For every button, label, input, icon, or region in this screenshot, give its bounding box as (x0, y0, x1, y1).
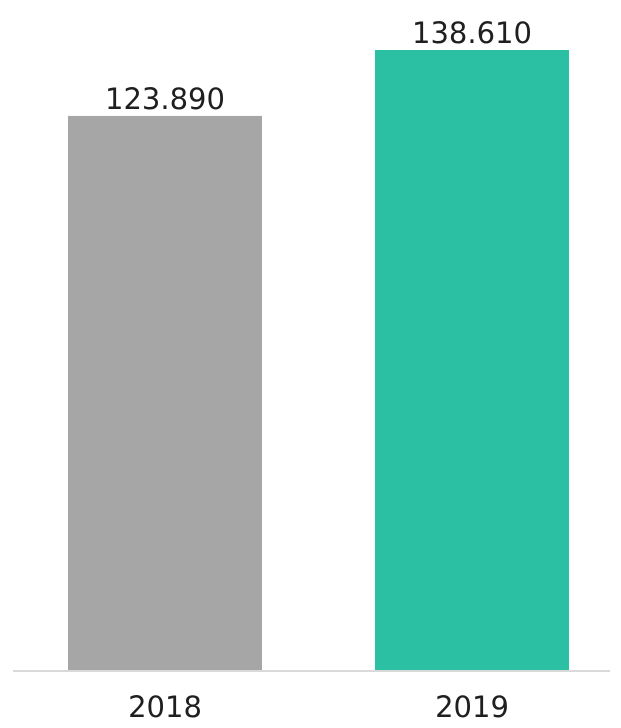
x-tick-label-2018: 2018 (128, 690, 202, 724)
x-tick-label-2019: 2019 (435, 690, 509, 724)
bar-2018 (68, 115, 262, 671)
value-labels-group: 123.890 138.610 (105, 16, 532, 116)
value-label-2019: 138.610 (412, 16, 532, 50)
value-label-2018: 123.890 (105, 82, 225, 116)
x-tick-labels-group: 2018 2019 (128, 690, 509, 724)
bar-2019 (375, 50, 569, 671)
bars-group (68, 50, 569, 671)
